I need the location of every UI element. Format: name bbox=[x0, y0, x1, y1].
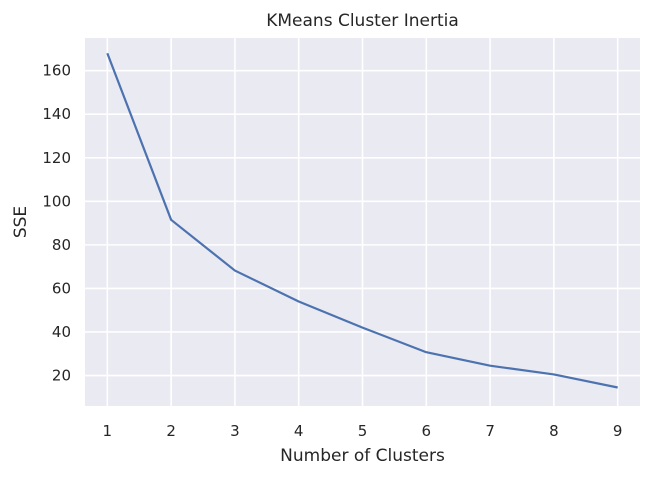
y-tick-label: 80 bbox=[52, 236, 71, 254]
x-tick-label: 1 bbox=[103, 422, 113, 440]
y-tick-label: 140 bbox=[42, 105, 71, 123]
tick-labels: 1 2 3 4 5 6 7 8 9 20 40 60 80 100 120 140 160 bbox=[42, 62, 622, 440]
x-tick-label: 4 bbox=[294, 422, 304, 440]
y-tick-label: 100 bbox=[42, 192, 71, 210]
grid-lines bbox=[85, 38, 640, 406]
y-tick-label: 20 bbox=[52, 367, 71, 385]
y-tick-label: 120 bbox=[42, 149, 71, 167]
x-axis-label: Number of Clusters bbox=[280, 446, 445, 466]
chart-title: KMeans Cluster Inertia bbox=[266, 11, 459, 31]
y-axis-label: SSE bbox=[11, 206, 31, 238]
x-tick-label: 9 bbox=[613, 422, 623, 440]
y-tick-label: 60 bbox=[52, 279, 71, 297]
x-tick-label: 5 bbox=[358, 422, 368, 440]
x-tick-label: 2 bbox=[166, 422, 176, 440]
y-tick-label: 160 bbox=[42, 62, 71, 80]
x-tick-label: 6 bbox=[422, 422, 432, 440]
x-tick-label: 8 bbox=[549, 422, 559, 440]
series-line bbox=[106, 52, 618, 389]
y-tick-label: 40 bbox=[52, 323, 71, 341]
x-tick-label: 3 bbox=[230, 422, 240, 440]
x-tick-label: 7 bbox=[485, 422, 495, 440]
